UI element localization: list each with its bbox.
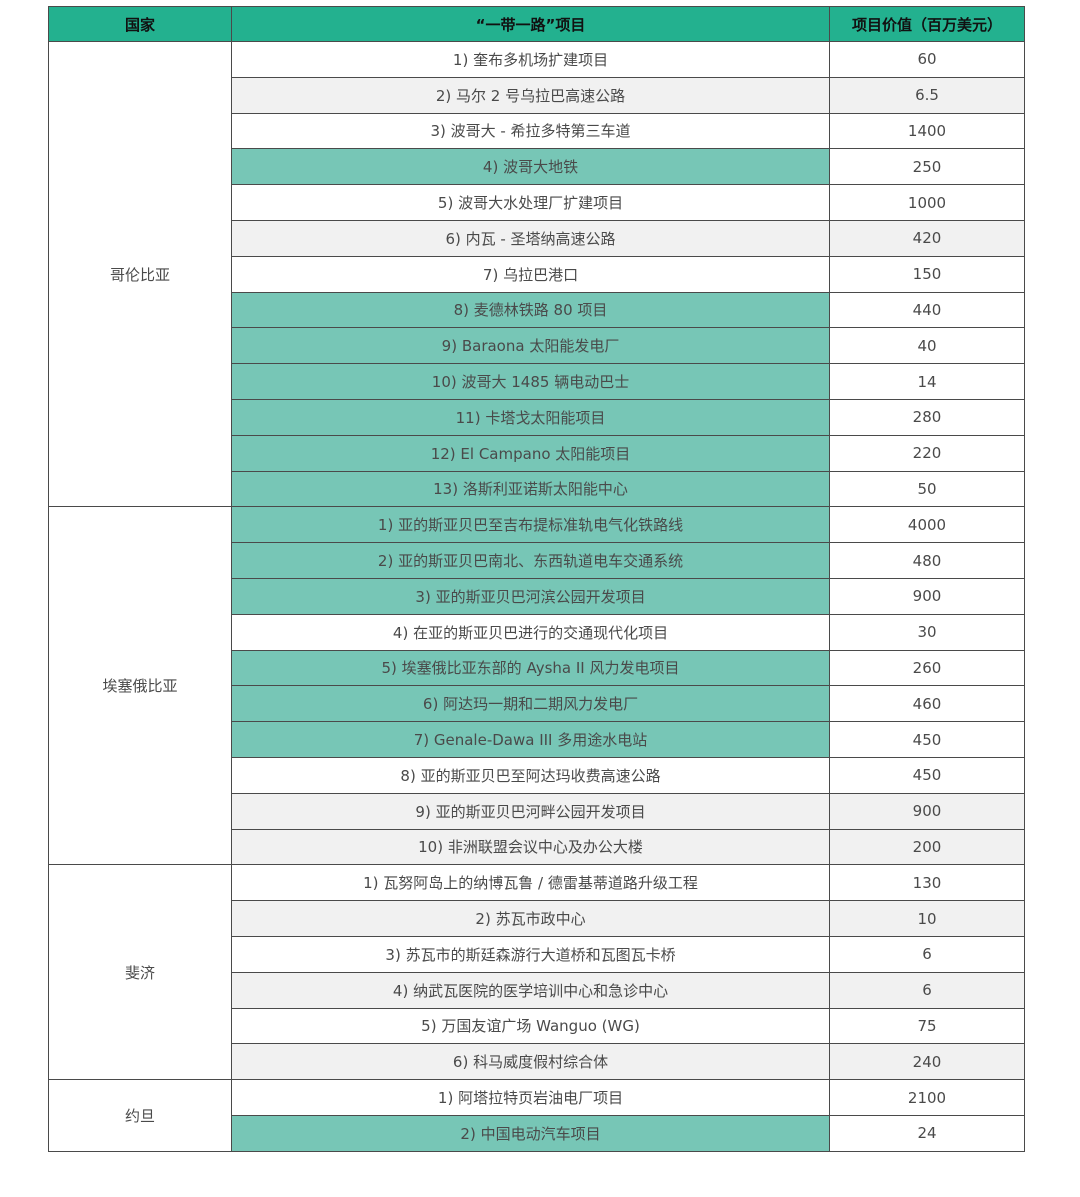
project-cell: 10) 波哥大 1485 辆电动巴士 bbox=[231, 363, 830, 400]
table-row: 3) 亚的斯亚贝巴河滨公园开发项目 900 bbox=[49, 577, 1025, 615]
project-cell: 2) 苏瓦市政中心 bbox=[231, 900, 830, 937]
project-cell: 2) 亚的斯亚贝巴南北、东西轨道电车交通系统 bbox=[231, 542, 830, 579]
table-row: 12) El Campano 太阳能项目 220 bbox=[49, 434, 1025, 472]
country-cell: 约旦 bbox=[48, 1079, 232, 1152]
table-row: 9) Baraona 太阳能发电厂 40 bbox=[49, 327, 1025, 365]
value-cell: 900 bbox=[829, 792, 1025, 830]
table-row: 约旦 1) 阿塔拉特页岩油电厂项目 2100 bbox=[48, 1079, 1025, 1152]
project-cell: 1) 瓦努阿岛上的纳博瓦鲁 / 德雷基蒂道路升级工程 bbox=[231, 864, 830, 902]
country-cell: 埃塞俄比亚 bbox=[48, 506, 232, 866]
project-cell: 9) Baraona 太阳能发电厂 bbox=[231, 327, 830, 365]
table-row: 7) Genale-Dawa III 多用途水电站 450 bbox=[49, 721, 1025, 758]
project-cell: 6) 内瓦 - 圣塔纳高速公路 bbox=[231, 219, 830, 257]
value-cell: 450 bbox=[829, 721, 1025, 758]
value-cell: 900 bbox=[829, 577, 1025, 615]
table-row: 哥伦比亚 1) 奎布多机场扩建项目 60 bbox=[48, 40, 1025, 508]
value-cell: 200 bbox=[829, 828, 1025, 866]
project-cell: 8) 麦德林铁路 80 项目 bbox=[231, 291, 830, 329]
project-cell: 1) 阿塔拉特页岩油电厂项目 bbox=[231, 1079, 830, 1116]
project-cell: 4) 纳武瓦医院的医学培训中心和急诊中心 bbox=[231, 971, 830, 1009]
table-row: 5) 埃塞俄比亚东部的 Aysha II 风力发电项目 260 bbox=[49, 649, 1025, 687]
value-cell: 6.5 bbox=[829, 76, 1025, 114]
table-row: 2) 中国电动汽车项目 24 bbox=[49, 1114, 1025, 1152]
header-value: 项目价值（百万美元） bbox=[829, 6, 1025, 42]
value-cell: 460 bbox=[829, 685, 1025, 723]
project-cell: 5) 埃塞俄比亚东部的 Aysha II 风力发电项目 bbox=[231, 649, 830, 687]
table-row: 3) 苏瓦市的斯廷森游行大道桥和瓦图瓦卡桥 6 bbox=[49, 935, 1025, 973]
value-cell: 220 bbox=[829, 434, 1025, 472]
value-cell: 10 bbox=[829, 900, 1025, 937]
table-row: 8) 亚的斯亚贝巴至阿达玛收费高速公路 450 bbox=[49, 756, 1025, 794]
project-cell: 6) 阿达玛一期和二期风力发电厂 bbox=[231, 685, 830, 723]
project-cell: 7) Genale-Dawa III 多用途水电站 bbox=[231, 721, 830, 758]
value-cell: 150 bbox=[829, 255, 1025, 293]
value-cell: 480 bbox=[829, 542, 1025, 579]
project-cell: 3) 波哥大 - 希拉多特第三车道 bbox=[231, 112, 830, 150]
project-cell: 13) 洛斯利亚诺斯太阳能中心 bbox=[231, 470, 830, 508]
value-cell: 260 bbox=[829, 649, 1025, 687]
project-cell: 3) 苏瓦市的斯廷森游行大道桥和瓦图瓦卡桥 bbox=[231, 935, 830, 973]
table-row: 5) 波哥大水处理厂扩建项目 1000 bbox=[49, 184, 1025, 221]
project-cell: 7) 乌拉巴港口 bbox=[231, 255, 830, 293]
table-row: 4) 波哥大地铁 250 bbox=[49, 148, 1025, 186]
value-cell: 450 bbox=[829, 756, 1025, 794]
header-row: 国家 “一带一路”项目 项目价值（百万美元） bbox=[48, 6, 1025, 42]
value-cell: 240 bbox=[829, 1043, 1025, 1081]
value-cell: 6 bbox=[829, 935, 1025, 973]
table-row: 6) 阿达玛一期和二期风力发电厂 460 bbox=[49, 685, 1025, 723]
value-cell: 1000 bbox=[829, 184, 1025, 221]
value-cell: 420 bbox=[829, 219, 1025, 257]
project-cell: 11) 卡塔戈太阳能项目 bbox=[231, 398, 830, 436]
table-row: 5) 万国友谊广场 Wanguo (WG) 75 bbox=[49, 1007, 1025, 1045]
project-cell: 4) 在亚的斯亚贝巴进行的交通现代化项目 bbox=[231, 613, 830, 651]
project-cell: 6) 科马威度假村综合体 bbox=[231, 1043, 830, 1081]
project-cell: 2) 马尔 2 号乌拉巴高速公路 bbox=[231, 76, 830, 114]
project-cell: 1) 亚的斯亚贝巴至吉布提标准轨电气化铁路线 bbox=[231, 506, 830, 544]
table-row: 4) 在亚的斯亚贝巴进行的交通现代化项目 30 bbox=[49, 613, 1025, 651]
table-row: 6) 科马威度假村综合体 240 bbox=[49, 1043, 1025, 1081]
value-cell: 24 bbox=[829, 1114, 1025, 1152]
table-row: 7) 乌拉巴港口 150 bbox=[49, 255, 1025, 293]
table-row: 8) 麦德林铁路 80 项目 440 bbox=[49, 291, 1025, 329]
value-cell: 30 bbox=[829, 613, 1025, 651]
header-project: “一带一路”项目 bbox=[231, 6, 830, 42]
value-cell: 2100 bbox=[829, 1079, 1025, 1116]
table-row: 2) 马尔 2 号乌拉巴高速公路 6.5 bbox=[49, 76, 1025, 114]
table-row: 11) 卡塔戈太阳能项目 280 bbox=[49, 398, 1025, 436]
table-row: 6) 内瓦 - 圣塔纳高速公路 420 bbox=[49, 219, 1025, 257]
country-cell: 哥伦比亚 bbox=[48, 40, 232, 508]
value-cell: 14 bbox=[829, 363, 1025, 400]
project-cell: 8) 亚的斯亚贝巴至阿达玛收费高速公路 bbox=[231, 756, 830, 794]
value-cell: 60 bbox=[829, 41, 1025, 78]
value-cell: 250 bbox=[829, 148, 1025, 186]
project-cell: 2) 中国电动汽车项目 bbox=[231, 1114, 830, 1152]
value-cell: 4000 bbox=[829, 506, 1025, 544]
value-cell: 440 bbox=[829, 291, 1025, 329]
table-row: 埃塞俄比亚 1) 亚的斯亚贝巴至吉布提标准轨电气化铁路线 4000 bbox=[48, 506, 1025, 866]
projects-table: 国家 “一带一路”项目 项目价值（百万美元） 哥伦比亚 1) 奎布多机场扩建项目 6… bbox=[48, 6, 1025, 1152]
project-cell: 10) 非洲联盟会议中心及办公大楼 bbox=[231, 828, 830, 866]
value-cell: 6 bbox=[829, 971, 1025, 1009]
value-cell: 50 bbox=[829, 470, 1025, 508]
project-cell: 9) 亚的斯亚贝巴河畔公园开发项目 bbox=[231, 792, 830, 830]
table-row: 4) 纳武瓦医院的医学培训中心和急诊中心 6 bbox=[49, 971, 1025, 1009]
table-row: 13) 洛斯利亚诺斯太阳能中心 50 bbox=[49, 470, 1025, 508]
country-cell: 斐济 bbox=[48, 864, 232, 1081]
table-row: 斐济 1) 瓦努阿岛上的纳博瓦鲁 / 德雷基蒂道路升级工程 130 bbox=[48, 864, 1025, 1081]
project-cell: 12) El Campano 太阳能项目 bbox=[231, 434, 830, 472]
project-cell: 1) 奎布多机场扩建项目 bbox=[231, 41, 830, 78]
project-cell: 3) 亚的斯亚贝巴河滨公园开发项目 bbox=[231, 577, 830, 615]
header-country: 国家 bbox=[48, 6, 232, 42]
value-cell: 280 bbox=[829, 398, 1025, 436]
value-cell: 1400 bbox=[829, 112, 1025, 150]
project-cell: 5) 波哥大水处理厂扩建项目 bbox=[231, 184, 830, 221]
project-cell: 5) 万国友谊广场 Wanguo (WG) bbox=[231, 1007, 830, 1045]
value-cell: 75 bbox=[829, 1007, 1025, 1045]
value-cell: 130 bbox=[829, 864, 1025, 902]
value-cell: 40 bbox=[829, 327, 1025, 365]
table-row: 10) 非洲联盟会议中心及办公大楼 200 bbox=[49, 828, 1025, 866]
project-cell: 4) 波哥大地铁 bbox=[231, 148, 830, 186]
table-row: 2) 亚的斯亚贝巴南北、东西轨道电车交通系统 480 bbox=[49, 542, 1025, 579]
